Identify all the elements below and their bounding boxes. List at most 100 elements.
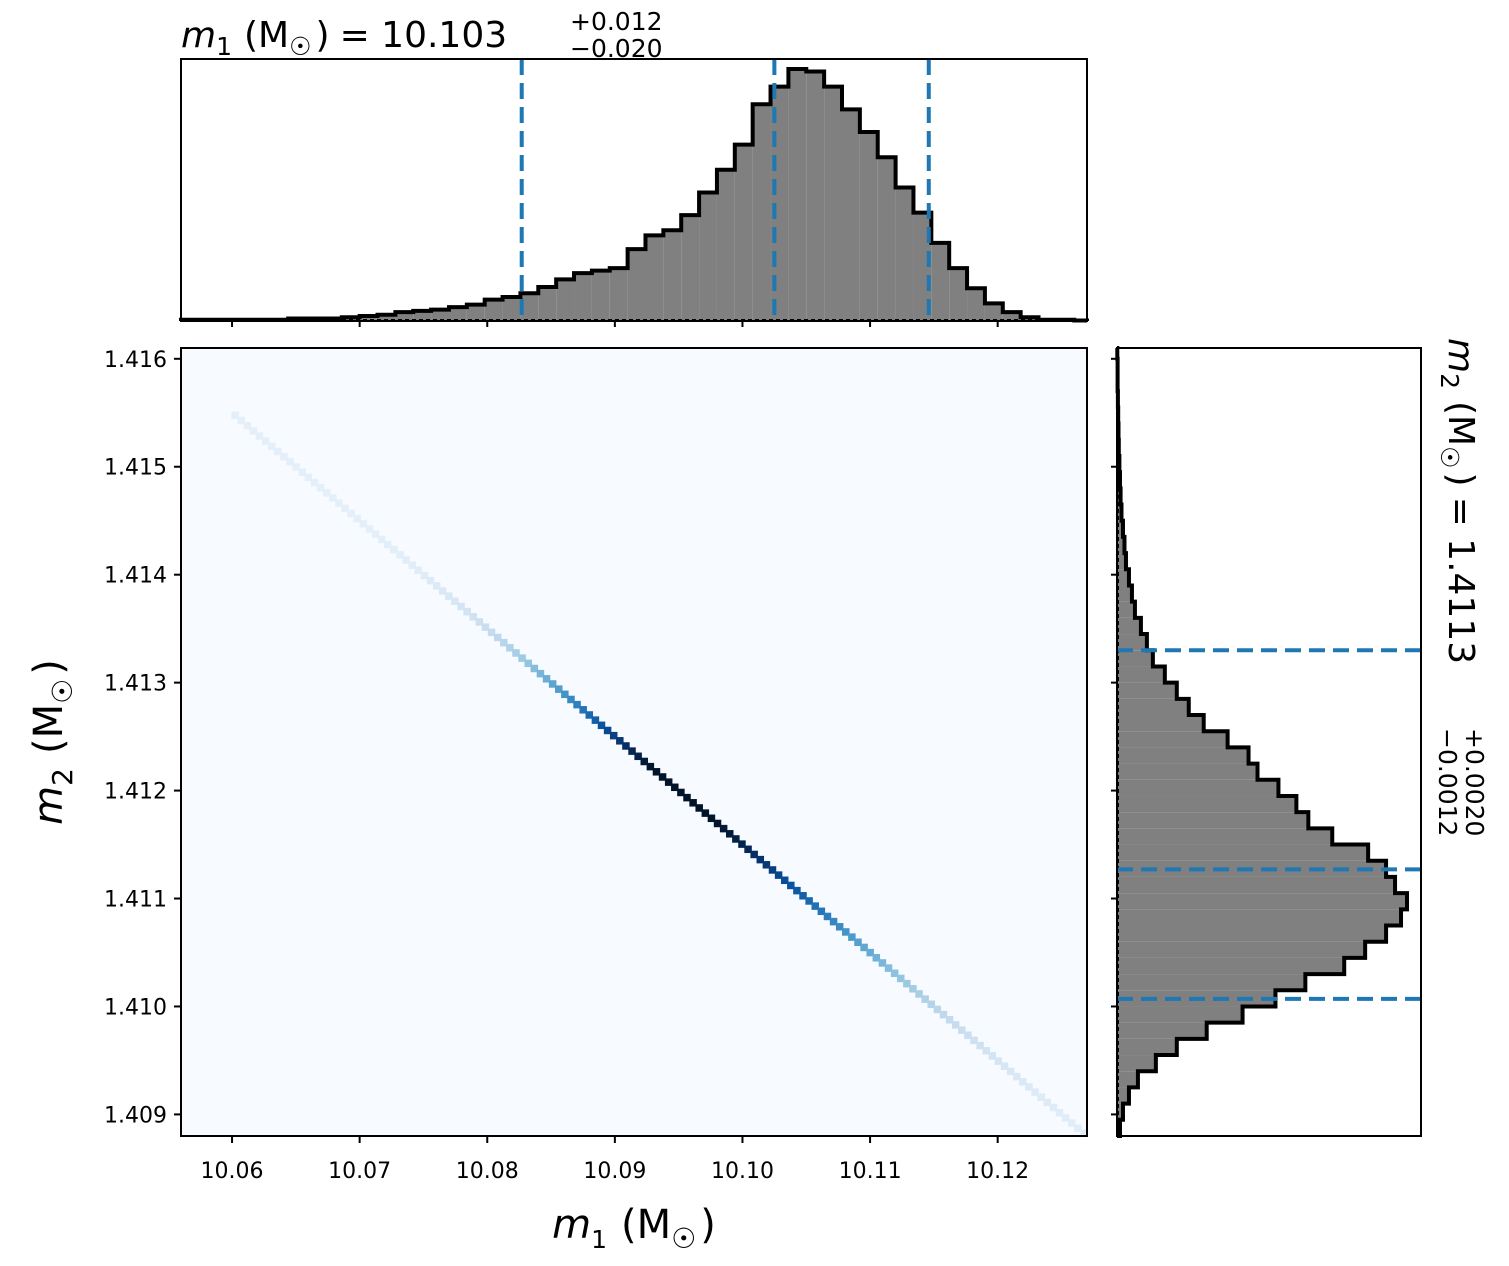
top-hist-bar	[484, 299, 503, 321]
joint-heatmap-cell	[750, 850, 758, 859]
top-hist-bar	[788, 69, 807, 321]
right-hist-bar	[1117, 925, 1387, 942]
joint-heatmap-cell	[652, 768, 661, 776]
top-hist-bar	[681, 215, 700, 321]
joint-heatmap-cell	[658, 773, 667, 781]
joint-heatmap-cell	[982, 1047, 990, 1055]
joint-heatmap-cell	[548, 680, 557, 688]
joint-heatmap-cell	[1013, 1072, 1021, 1081]
top-hist-bar	[824, 86, 842, 321]
top-hist-bar	[395, 312, 414, 321]
joint-x-tick-label: 10.09	[583, 1159, 646, 1184]
joint-heatmap-cell	[1067, 1119, 1076, 1127]
joint-heatmap-cell	[286, 458, 294, 466]
joint-heatmap-cell	[951, 1021, 960, 1029]
joint-heatmap-cell	[848, 933, 856, 941]
right-hist-bar	[1117, 941, 1366, 958]
joint-heatmap-cell	[976, 1041, 984, 1050]
top-hist-bar	[877, 157, 896, 321]
joint-panel: 10.06 10.07 10.08 10.09 10.10 10.11 10.12 1.40…	[26, 347, 1088, 1255]
right-title-superscript: +0.0020	[1460, 728, 1489, 836]
joint-heatmap-cell	[683, 793, 691, 802]
joint-heatmap-cell	[842, 928, 850, 936]
joint-heatmap-cell	[280, 452, 288, 461]
joint-heatmap-cell	[939, 1010, 948, 1019]
top-hist-bar	[984, 303, 1003, 321]
joint-heatmap-cell	[390, 545, 398, 554]
joint-heatmap-cell	[487, 628, 496, 637]
joint-heatmap-cell	[1074, 1124, 1082, 1133]
x-label-unit: (M	[621, 1202, 671, 1248]
top-title-subscript: 1	[216, 32, 232, 61]
joint-heatmap-cell	[744, 845, 752, 854]
joint-heatmap-cell	[903, 979, 911, 988]
y-label-sun: ☉	[46, 679, 79, 704]
joint-heatmap-cell	[365, 525, 374, 533]
top-hist-bar	[752, 104, 771, 321]
top-hist-bar	[574, 273, 592, 321]
top-hist-bar	[556, 279, 575, 321]
right-hist-bar	[1117, 569, 1129, 586]
top-title-close: )	[316, 15, 330, 56]
joint-heatmap-cell	[316, 483, 325, 492]
joint-heatmap-cell	[1025, 1083, 1033, 1091]
right-hist-bar	[1117, 1087, 1129, 1104]
joint-heatmap-cell	[622, 742, 630, 750]
joint-heatmap-cell	[866, 948, 874, 957]
joint-heatmap-cell	[884, 964, 893, 972]
top-hist-bar	[716, 169, 735, 321]
joint-heatmap-cell	[377, 535, 386, 544]
joint-heatmap-cell	[597, 721, 606, 730]
top-hist-bar	[520, 293, 539, 321]
joint-heatmap-cell	[768, 866, 777, 874]
joint-heatmap-cell	[438, 587, 447, 595]
right-hist-bar	[1117, 1103, 1123, 1120]
joint-x-tick-label: 10.07	[328, 1159, 391, 1184]
joint-heatmap-cell	[1080, 1129, 1088, 1138]
joint-heatmap-cell	[249, 427, 258, 435]
joint-heatmap-cell	[475, 618, 484, 626]
right-title-subscript-error: −0.0012	[1433, 728, 1462, 836]
joint-heatmap-cell	[231, 411, 239, 420]
joint-heatmap-cell	[469, 613, 478, 621]
joint-heatmap-cell	[506, 644, 514, 652]
right-hist-bar	[1117, 585, 1132, 602]
joint-heatmap-cell	[707, 814, 716, 823]
right-marginal-histogram	[1115, 346, 1409, 1138]
joint-heatmap-cell	[701, 809, 710, 817]
joint-heatmap-cell	[579, 706, 587, 714]
joint-heatmap-cell	[805, 897, 813, 905]
right-marginal-frame	[1116, 347, 1422, 1137]
top-hist-bar	[645, 235, 664, 321]
top-title-superscript: +0.012	[570, 7, 663, 36]
joint-heatmap-cell	[872, 954, 881, 962]
joint-heatmap-cell	[329, 494, 337, 502]
joint-heatmap-cell	[457, 602, 465, 611]
top-title-value: = 10.103	[340, 15, 508, 56]
top-hist-bar	[859, 132, 878, 321]
joint-y-tick-label: 1.411	[104, 888, 167, 913]
joint-heatmap-cell	[854, 938, 862, 947]
top-hist-bar	[431, 309, 449, 321]
joint-x-tick-label: 10.08	[456, 1159, 519, 1184]
joint-heatmap-cell	[787, 881, 795, 890]
joint-y-tick-label: 1.409	[104, 1103, 167, 1128]
joint-heatmap-cell	[732, 835, 740, 843]
joint-heatmap-cell	[677, 788, 685, 797]
right-title-sun: ☉	[1435, 446, 1464, 468]
joint-heatmap-cell	[640, 757, 649, 766]
top-hist-bar	[448, 307, 467, 321]
top-marginal-quantile-lines	[519, 59, 931, 321]
joint-heatmap-cell	[298, 468, 307, 476]
joint-heatmap-cell	[994, 1057, 1003, 1065]
top-title-subscript-error: −0.020	[570, 34, 663, 63]
joint-heatmap-cell	[713, 819, 722, 828]
x-label-symbol: m	[552, 1202, 591, 1248]
joint-heatmap-cell	[945, 1016, 954, 1024]
joint-heatmap-cell	[451, 597, 459, 606]
joint-heatmap-cell	[958, 1026, 966, 1034]
joint-heatmap-cell	[396, 551, 404, 559]
right-title-value: = 1.4113	[1440, 497, 1481, 665]
joint-heatmap-cell	[616, 737, 624, 745]
